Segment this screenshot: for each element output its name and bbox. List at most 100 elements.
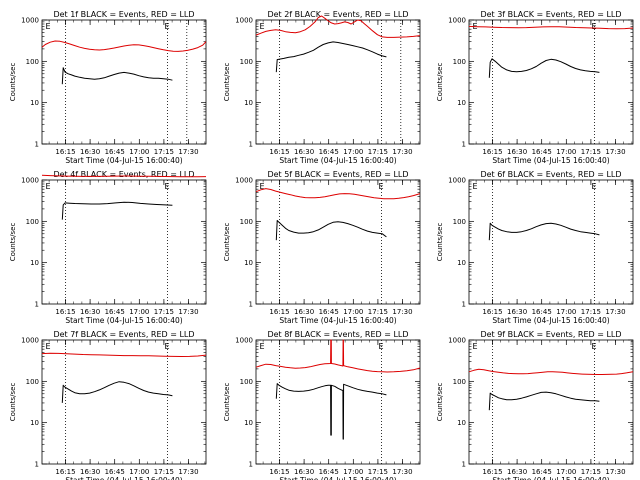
y-tick-label: 1000 <box>448 17 466 25</box>
plot-frame <box>468 19 634 145</box>
x-axis-label: Start Time (04-Jul-15 16:00:40) <box>279 156 396 165</box>
x-tick-label: 17:15 <box>368 308 388 316</box>
y-tick-label: 1000 <box>448 337 466 345</box>
event-flag-label: E <box>46 22 51 31</box>
x-tick-label: 17:15 <box>154 468 174 476</box>
event-flag-label: E <box>260 22 265 31</box>
x-tick-label: 17:00 <box>343 308 363 316</box>
y-tick-label: 1000 <box>21 17 39 25</box>
y-tick-label: 1 <box>35 301 39 309</box>
event-flag-label: E <box>260 182 265 191</box>
y-tick-label: 100 <box>240 378 253 386</box>
panel-5: Det 5f BLACK = Events, RED = LLD 1 10 100 10… <box>223 170 421 325</box>
x-tick-label: 16:30 <box>294 308 314 316</box>
x-tick-label: 16:15 <box>269 308 289 316</box>
panel-title: Det 1f BLACK = Events, RED = LLD <box>53 10 194 19</box>
lld-series-line <box>468 368 634 375</box>
x-axis-label: Start Time (04-Jul-15 16:00:40) <box>492 156 609 165</box>
y-tick-label: 10 <box>30 99 39 107</box>
y-axis-label: Counts/sec <box>436 63 444 102</box>
y-tick-label: 1000 <box>21 337 39 345</box>
events-series-line <box>61 381 173 403</box>
panel-title: Det 4f BLACK = Events, RED = LLD <box>53 170 194 179</box>
panel-8: Det 8f BLACK = Events, RED = LLD 1 10 100 10… <box>223 330 421 480</box>
panel-4: Det 4f BLACK = Events, RED = LLD 1 10 100 10… <box>9 170 207 325</box>
x-tick-label: 17:30 <box>392 148 412 156</box>
x-tick-label: 16:45 <box>319 468 339 476</box>
x-tick-label: 17:30 <box>178 308 198 316</box>
x-tick-label: 16:30 <box>507 468 527 476</box>
plot-frame <box>255 339 421 465</box>
x-axis-label: Start Time (04-Jul-15 16:00:40) <box>279 476 396 480</box>
event-flag-label: E <box>260 342 265 351</box>
event-flag-label: E <box>164 22 169 31</box>
x-tick-label: 17:00 <box>129 308 149 316</box>
x-tick-label: 16:15 <box>55 148 75 156</box>
x-tick-label: 16:30 <box>294 468 314 476</box>
y-tick-label: 1000 <box>448 177 466 185</box>
events-series-line <box>275 220 387 241</box>
y-tick-label: 1000 <box>21 177 39 185</box>
event-flag-label: E <box>591 342 596 351</box>
y-tick-label: 100 <box>453 378 466 386</box>
event-flag-label: E <box>164 342 169 351</box>
y-tick-label: 10 <box>457 259 466 267</box>
events-series-line <box>61 201 173 220</box>
lld-series-line <box>255 339 421 373</box>
x-tick-label: 17:15 <box>581 468 601 476</box>
x-tick-label: 17:00 <box>343 468 363 476</box>
panel-2: Det 2f BLACK = Events, RED = LLD 1 10 100 10… <box>223 10 421 165</box>
x-tick-label: 17:15 <box>154 308 174 316</box>
event-flag-label: E <box>591 182 596 191</box>
y-axis-label: Counts/sec <box>436 383 444 422</box>
event-flag-label: E <box>164 182 169 191</box>
x-tick-label: 16:45 <box>105 308 125 316</box>
x-tick-label: 16:30 <box>80 308 100 316</box>
y-tick-label: 1 <box>35 141 39 149</box>
x-tick-label: 16:45 <box>105 468 125 476</box>
lld-series-line <box>255 15 421 38</box>
plot-frame <box>468 179 634 305</box>
panel-6: Det 6f BLACK = Events, RED = LLD 1 10 100 10… <box>436 170 634 325</box>
x-tick-label: 17:15 <box>154 148 174 156</box>
panel-title: Det 9f BLACK = Events, RED = LLD <box>480 330 621 339</box>
x-tick-label: 16:30 <box>507 308 527 316</box>
y-axis-label: Counts/sec <box>9 63 17 102</box>
x-tick-label: 16:30 <box>80 148 100 156</box>
x-axis-label: Start Time (04-Jul-15 16:00:40) <box>279 316 396 325</box>
y-tick-label: 10 <box>30 419 39 427</box>
y-tick-label: 10 <box>30 259 39 267</box>
events-series-line <box>488 391 600 411</box>
lld-series-line <box>41 40 207 52</box>
y-tick-label: 10 <box>244 259 253 267</box>
x-tick-label: 16:45 <box>319 308 339 316</box>
x-tick-label: 16:45 <box>532 468 552 476</box>
x-tick-label: 17:30 <box>178 148 198 156</box>
y-tick-label: 1 <box>462 301 466 309</box>
x-tick-label: 17:00 <box>343 148 363 156</box>
panel-title: Det 5f BLACK = Events, RED = LLD <box>267 170 408 179</box>
events-series-line <box>275 383 387 440</box>
x-tick-label: 17:30 <box>392 468 412 476</box>
plot-frame <box>41 339 207 465</box>
x-tick-label: 17:00 <box>556 468 576 476</box>
y-axis-label: Counts/sec <box>223 63 231 102</box>
x-tick-label: 17:15 <box>368 468 388 476</box>
events-series-line <box>275 41 387 73</box>
x-tick-label: 16:15 <box>482 468 502 476</box>
panel-7: Det 7f BLACK = Events, RED = LLD 1 10 100 10… <box>9 330 207 480</box>
panel-title: Det 3f BLACK = Events, RED = LLD <box>480 10 621 19</box>
y-tick-label: 1 <box>249 141 253 149</box>
x-axis-label: Start Time (04-Jul-15 16:00:40) <box>492 316 609 325</box>
event-flag-label: E <box>46 182 51 191</box>
y-tick-label: 100 <box>26 378 39 386</box>
plot-frame <box>41 179 207 305</box>
event-flag-label: E <box>378 182 383 191</box>
y-tick-label: 1 <box>462 141 466 149</box>
x-tick-label: 16:45 <box>105 148 125 156</box>
x-tick-label: 17:15 <box>581 148 601 156</box>
x-tick-label: 16:45 <box>319 148 339 156</box>
x-tick-label: 16:15 <box>482 308 502 316</box>
y-axis-label: Counts/sec <box>9 383 17 422</box>
